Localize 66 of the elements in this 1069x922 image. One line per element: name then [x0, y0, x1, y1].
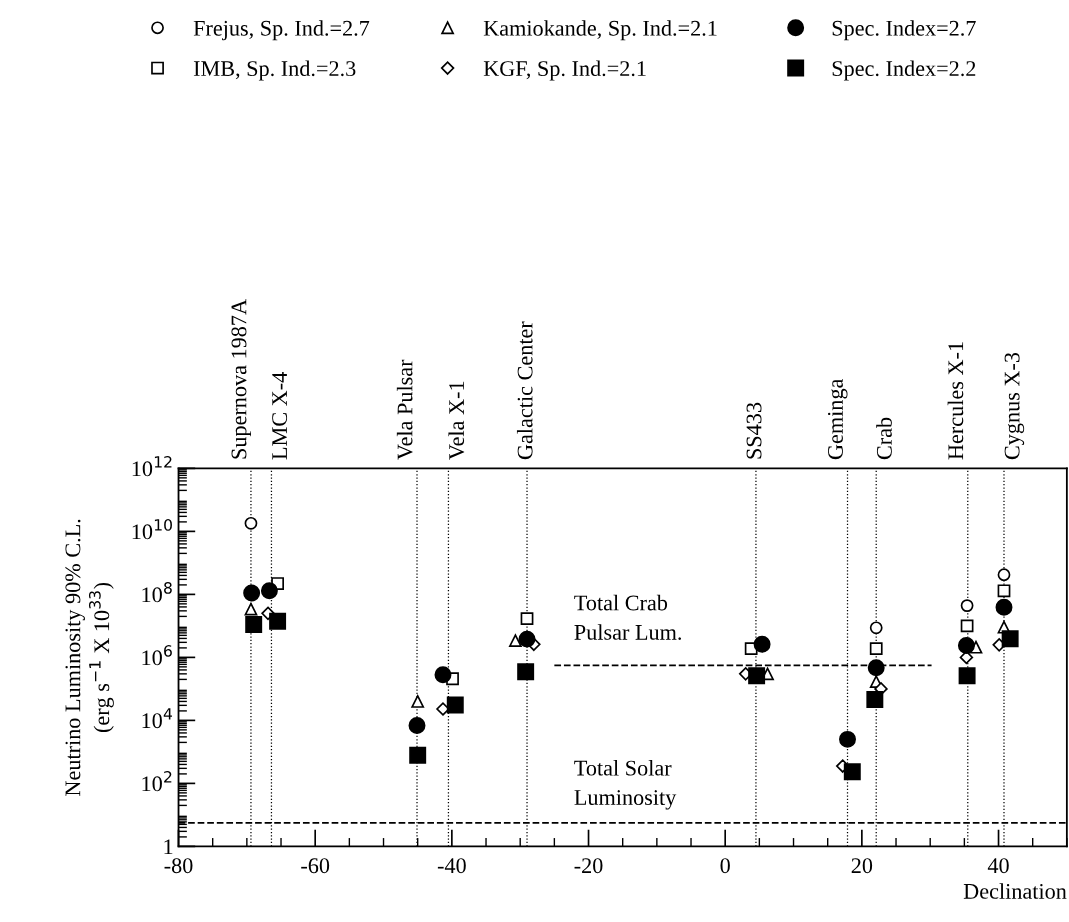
- point: [411, 695, 425, 708]
- ref-line-label: Supernova 1987A: [231, 299, 251, 459]
- legend-label: KGF, Sp. Ind.=2.1: [483, 60, 646, 81]
- point: [518, 630, 536, 648]
- point: [269, 612, 287, 630]
- point: [997, 568, 1011, 582]
- x-axis-title: Declination: [963, 883, 1067, 899]
- ref-line-label: Vela Pulsar: [396, 359, 413, 460]
- x-tick-label: 20: [851, 858, 873, 874]
- y-tick-label: 10$^{12}$: [132, 456, 172, 477]
- point: [869, 642, 883, 655]
- point: [260, 582, 278, 600]
- legend-label: Spec. Index=2.2: [832, 60, 976, 81]
- point: [408, 716, 426, 734]
- ref-line-label: Vela X-1: [448, 381, 465, 460]
- x-tick-label: -60: [301, 858, 330, 874]
- legend-label: Frejus, Sp. Ind.=2.7: [193, 20, 370, 41]
- point: [839, 730, 856, 748]
- point: [1001, 630, 1019, 648]
- y-tick-label: 10$^{6}$: [142, 645, 172, 666]
- ref-line-label: SS433: [746, 402, 762, 459]
- point: [992, 638, 1006, 652]
- x-tick-label: -20: [574, 858, 603, 874]
- x-tick-label: 0: [720, 858, 730, 874]
- point: [995, 598, 1013, 616]
- point: [867, 659, 885, 677]
- x-tick-label: -80: [164, 858, 193, 874]
- ref-line-label: Cygnus X-3: [1004, 352, 1025, 460]
- y-axis-title: Neutrino Luminosity 90% C.L. (erg s$^{−1}$ X 10$^{33}$): [65, 519, 114, 796]
- point: [869, 621, 883, 635]
- point: [244, 602, 258, 616]
- point: [843, 763, 861, 781]
- y-tick-label: 10$^{2}$: [142, 771, 172, 792]
- point: [997, 584, 1011, 598]
- ref-line-label: Hercules X-1: [947, 342, 964, 460]
- point: [520, 612, 534, 626]
- point: [509, 634, 522, 648]
- annotation: Total Solar Luminosity: [574, 759, 677, 810]
- point: [748, 667, 766, 685]
- y-tick-label: 1: [164, 839, 173, 855]
- point: [958, 667, 976, 685]
- point: [866, 691, 884, 708]
- y-tick-label: 10$^{8}$: [142, 582, 172, 603]
- ref-line-label: Crab: [876, 417, 892, 460]
- y-tick-label: 10$^{10}$: [132, 519, 172, 540]
- point: [434, 666, 452, 684]
- y-tick-label: 10$^{4}$: [142, 708, 173, 729]
- point: [517, 663, 535, 681]
- point: [245, 616, 263, 634]
- point: [753, 635, 771, 653]
- legend-label: Kamiokande, Sp. Ind.=2.1: [483, 20, 717, 41]
- point: [243, 584, 261, 602]
- ref-line-label: Geminga: [828, 378, 848, 460]
- point: [446, 696, 464, 714]
- point: [960, 619, 974, 633]
- point: [960, 599, 974, 613]
- ref-line-label: LMC X-4: [272, 372, 288, 460]
- legend-label: Spec. Index=2.7: [832, 20, 976, 41]
- point: [409, 746, 427, 764]
- legend-label: IMB, Sp. Ind.=2.3: [193, 60, 356, 81]
- x-tick-label: -40: [437, 858, 466, 874]
- x-tick-label: 40: [987, 858, 1009, 874]
- point: [957, 636, 975, 654]
- annotation: Total Crab Pulsar Lum.: [574, 594, 682, 640]
- ref-line-label: Galactic Center: [516, 321, 533, 460]
- point: [244, 516, 258, 530]
